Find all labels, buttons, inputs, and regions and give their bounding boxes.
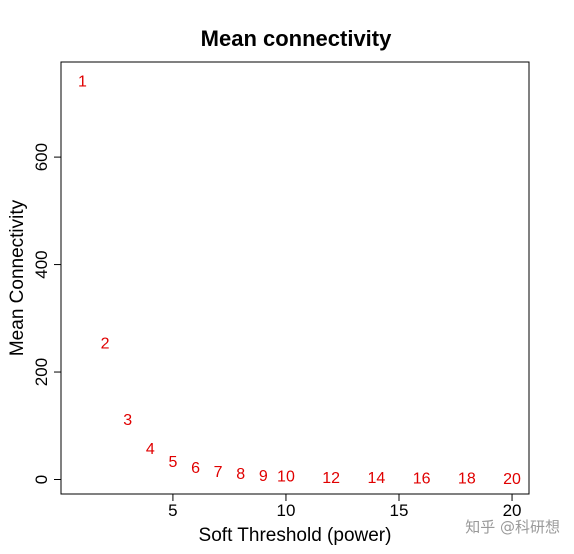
data-point-label: 20 <box>503 471 521 488</box>
y-tick-label: 200 <box>32 358 51 386</box>
x-axis: 5 10 15 20 <box>168 494 522 520</box>
data-point-label: 7 <box>214 464 223 481</box>
data-point-label: 4 <box>146 441 155 458</box>
x-tick-label: 20 <box>503 501 522 520</box>
y-axis-label: Mean Connectivity <box>7 199 28 356</box>
x-axis-label: Soft Threshold (power) <box>199 525 392 546</box>
x-tick-label: 10 <box>276 501 295 520</box>
data-point-label: 14 <box>367 470 385 487</box>
data-point-label: 12 <box>322 470 340 487</box>
data-point-label: 18 <box>458 470 476 487</box>
y-tick-label: 400 <box>32 250 51 278</box>
data-point-label: 3 <box>123 412 132 429</box>
x-tick-label: 15 <box>390 501 409 520</box>
data-point-label: 16 <box>413 470 431 487</box>
y-axis: 0 200 400 600 <box>32 143 61 484</box>
x-tick-label: 5 <box>168 501 177 520</box>
data-point-label: 10 <box>277 468 295 485</box>
chart-title: Mean connectivity <box>201 26 392 51</box>
y-tick-label: 0 <box>32 475 51 484</box>
data-point-label: 1 <box>78 73 87 90</box>
data-point-label: 5 <box>168 454 177 471</box>
y-tick-label: 600 <box>32 143 51 171</box>
data-point-label: 8 <box>236 466 245 483</box>
plot-frame <box>60 61 530 495</box>
data-point-label: 2 <box>101 336 110 353</box>
data-point-label: 9 <box>259 468 268 485</box>
data-point-label: 6 <box>191 460 200 477</box>
watermark: 知乎 @科研想 <box>465 518 560 536</box>
